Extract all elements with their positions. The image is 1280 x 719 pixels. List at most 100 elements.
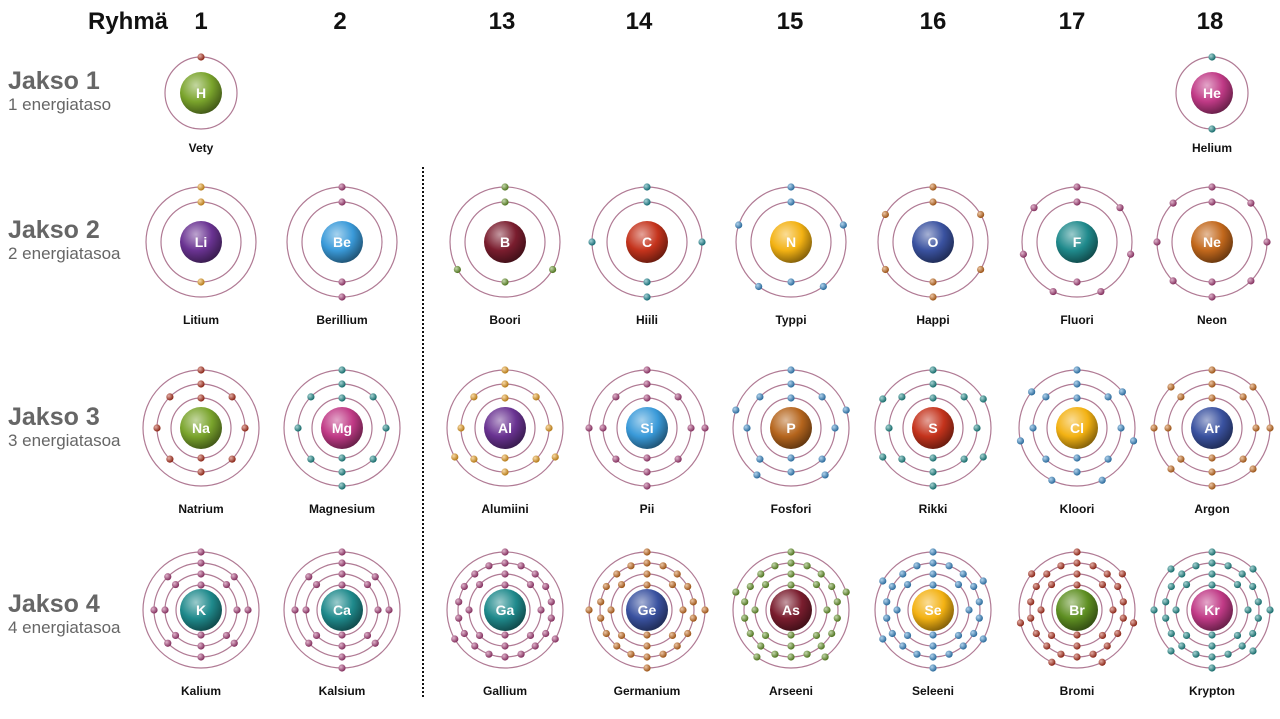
electron: [338, 198, 346, 206]
electron: [501, 631, 509, 639]
electron: [1208, 198, 1216, 206]
electron: [1116, 204, 1124, 212]
electron: [1208, 664, 1216, 672]
electron: [171, 631, 180, 640]
electron: [1129, 437, 1138, 445]
electron: [1114, 629, 1122, 638]
nucleus: [912, 589, 954, 631]
element-name: Neon: [1197, 313, 1227, 327]
electron: [627, 562, 635, 570]
electron: [888, 582, 896, 591]
electron: [602, 629, 610, 638]
electron: [643, 631, 651, 639]
electron: [959, 570, 967, 578]
electron: [1098, 658, 1106, 666]
electron: [1263, 238, 1271, 246]
electron: [1167, 647, 1175, 655]
electron: [197, 380, 205, 388]
electron: [460, 582, 468, 591]
electron: [1073, 548, 1081, 556]
atom-natrium: Na Natrium: [142, 366, 260, 516]
electron: [1172, 606, 1180, 614]
electron: [338, 559, 346, 567]
metal-divider-line: [422, 167, 424, 697]
electron: [1032, 629, 1040, 638]
electron: [673, 570, 681, 578]
electron: [833, 598, 841, 606]
element-symbol: He: [1203, 85, 1221, 101]
electron: [1249, 647, 1257, 655]
electron: [222, 580, 231, 589]
electron: [746, 629, 754, 638]
electron: [753, 471, 761, 479]
electron: [929, 198, 937, 206]
nucleus: [770, 589, 812, 631]
electron: [1029, 424, 1037, 432]
element-symbol: As: [782, 602, 800, 618]
electron: [363, 580, 372, 589]
electron: [542, 629, 550, 638]
electron: [501, 581, 509, 589]
electron: [899, 570, 907, 578]
element-symbol: Ca: [333, 602, 351, 618]
electron: [244, 606, 252, 614]
electron: [547, 614, 555, 622]
atom-magnesium: Mg Magnesium: [283, 366, 401, 516]
electron: [1244, 606, 1252, 614]
nucleus: [180, 221, 222, 263]
atom-rikki: S Rikki: [874, 366, 992, 516]
element-name: Magnesium: [309, 502, 375, 516]
electron: [1208, 183, 1216, 191]
electron: [549, 265, 557, 274]
electron: [501, 468, 509, 476]
electron: [643, 581, 651, 589]
nucleus: [626, 589, 668, 631]
electron: [501, 454, 509, 462]
electron: [537, 606, 545, 614]
electron: [612, 393, 620, 401]
electron: [1208, 642, 1216, 650]
electron: [457, 424, 465, 432]
electron: [166, 393, 174, 401]
group-header-14: 14: [625, 8, 653, 35]
electron: [1208, 570, 1216, 578]
electron: [828, 582, 836, 591]
electron: [812, 631, 821, 640]
element-name: Vety: [189, 141, 214, 155]
electron: [338, 581, 346, 589]
period-name: Jakso 3: [8, 403, 100, 431]
electron: [960, 393, 968, 401]
electron: [455, 598, 463, 606]
period-label-4: Jakso 4 4 energiatasoa: [8, 590, 120, 638]
nucleus: [484, 589, 526, 631]
electron: [150, 606, 158, 614]
element-symbol: Se: [924, 602, 941, 618]
electron: [732, 588, 740, 596]
electron: [1073, 278, 1081, 286]
electron: [679, 606, 687, 614]
electron: [839, 221, 847, 229]
electron: [1098, 580, 1107, 589]
electron: [1089, 562, 1097, 570]
element-name: Pii: [640, 502, 655, 516]
element-symbol: Kr: [1204, 602, 1220, 618]
electron: [1057, 650, 1065, 658]
electron: [1192, 562, 1200, 570]
electron: [307, 393, 315, 401]
nucleus: [484, 407, 526, 449]
electron: [1109, 606, 1117, 614]
electron: [674, 455, 682, 463]
nucleus: [321, 407, 363, 449]
nucleus: [770, 407, 812, 449]
electron: [689, 614, 697, 622]
electron: [1249, 565, 1257, 573]
electron: [1129, 619, 1138, 627]
electron: [1097, 287, 1105, 296]
electron: [1028, 570, 1036, 578]
electron: [1233, 631, 1242, 640]
electron: [1103, 642, 1111, 650]
electron: [973, 424, 981, 432]
electron: [701, 606, 709, 614]
electron: [465, 606, 473, 614]
